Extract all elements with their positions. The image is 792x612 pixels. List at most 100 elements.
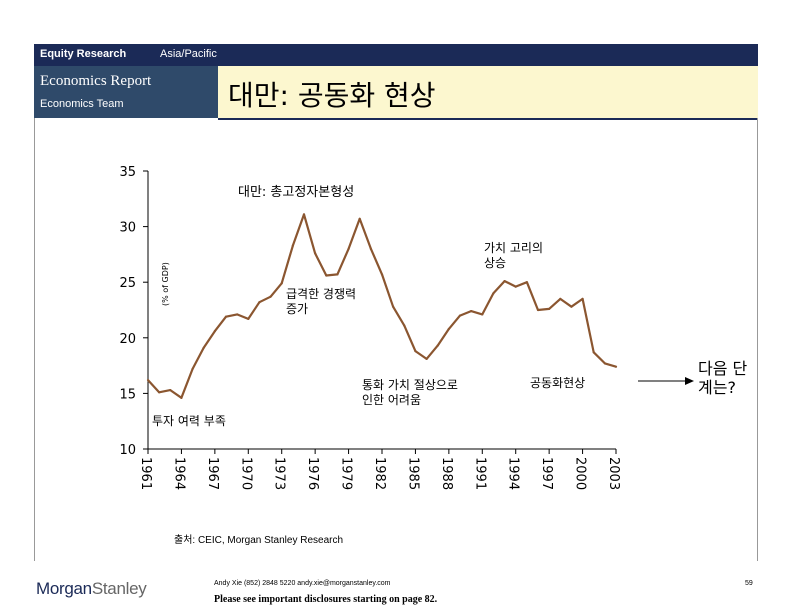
- x-tick-label: 1994: [506, 457, 521, 490]
- x-tick-label: 1964: [171, 457, 186, 490]
- x-tick-label: 2000: [573, 457, 588, 490]
- x-tick-label: 1976: [305, 457, 320, 490]
- y-tick-label: 20: [119, 332, 136, 347]
- data-point: [559, 297, 562, 300]
- x-tick-label: 1985: [405, 457, 420, 490]
- y-tick-label: 15: [119, 387, 136, 402]
- title-box: 대만: 공동화 현상: [218, 66, 758, 120]
- data-point: [403, 324, 406, 327]
- data-point: [503, 279, 506, 283]
- annotation-appreciation-line1: 통화 가치 절상으로: [362, 378, 458, 392]
- annotation-competitiveness-line2: 증가: [286, 302, 308, 316]
- section-label: Equity Research: [40, 48, 127, 60]
- y-tick-label: 25: [119, 276, 136, 291]
- x-tick-label: 1973: [272, 457, 287, 490]
- data-point: [158, 391, 161, 394]
- logo-morgan: Morgan: [36, 579, 92, 598]
- data-point: [325, 274, 328, 277]
- chart-title: 대만: 총고정자본형성: [238, 185, 354, 200]
- annotation-appreciation: 통화 가치 절상으로 인한 어려움: [362, 378, 462, 407]
- annotation-competitiveness: 급격한 경쟁력 증가: [286, 287, 360, 316]
- callout-next-step: 다음 단 계는?: [698, 359, 752, 397]
- content-frame: [34, 118, 758, 561]
- data-point: [536, 308, 540, 312]
- x-tick-label: 1982: [372, 457, 387, 490]
- data-point: [302, 213, 306, 216]
- data-point: [570, 305, 573, 308]
- report-info-box: Economics Report Economics Team: [34, 66, 218, 118]
- data-point: [180, 396, 183, 399]
- annotation-appreciation-line2: 인한 어려움: [362, 393, 421, 407]
- data-point: [347, 247, 350, 250]
- annotation-competitiveness-line1: 급격한 경쟁력: [286, 287, 356, 301]
- y-tick-label: 30: [119, 221, 136, 236]
- data-point: [269, 295, 272, 298]
- annotation-value-chain-line2: 상승: [484, 256, 506, 270]
- chart-marks: [146, 213, 618, 399]
- data-point: [224, 315, 228, 318]
- page-number: 59: [745, 580, 753, 587]
- data-point: [247, 317, 250, 320]
- callout-line2: 계는?: [698, 378, 736, 397]
- data-point: [291, 244, 294, 247]
- callout-line1: 다음 단: [698, 359, 748, 378]
- data-point: [314, 252, 317, 255]
- data-point: [380, 273, 384, 276]
- chart-axes: 10 15 20 25 30 35 1961 1964 1967 1970 1973 1976 1979…: [119, 165, 621, 490]
- data-point: [514, 285, 517, 288]
- data-point: [525, 281, 528, 284]
- x-tick-label: 1970: [238, 457, 253, 490]
- data-point: [425, 357, 428, 361]
- x-tick-label: 2003: [606, 457, 621, 490]
- analyst-contact: Andy Xie (852) 2848 5220 andy.xie@morgan…: [214, 580, 391, 587]
- data-point: [548, 307, 551, 310]
- x-tick-label: 1991: [472, 457, 487, 490]
- x-tick-label: 1997: [539, 457, 554, 490]
- data-point: [258, 301, 261, 304]
- data-point: [336, 273, 339, 276]
- data-point: [280, 282, 283, 285]
- callout-arrowhead: [685, 377, 694, 385]
- data-point: [369, 247, 372, 250]
- data-point: [592, 351, 595, 354]
- data-point: [458, 314, 462, 317]
- annotation-low-investment: 투자 여력 부족: [152, 414, 226, 428]
- data-point: [603, 362, 606, 365]
- header-bar: Equity Research Asia/Pacific: [34, 44, 758, 66]
- y-tick-label: 35: [119, 165, 136, 180]
- data-point: [236, 313, 239, 316]
- data-point: [202, 346, 205, 349]
- brand-logo: MorganStanley: [36, 579, 147, 599]
- data-point: [614, 365, 618, 368]
- data-point: [191, 367, 194, 371]
- slide-title: 대만: 공동화 현상: [228, 79, 436, 112]
- report-type: Economics Report: [40, 73, 152, 89]
- team-name: Economics Team: [40, 98, 124, 110]
- region-label: Asia/Pacific: [160, 48, 217, 60]
- source-note: 출처: CEIC, Morgan Stanley Research: [174, 535, 344, 546]
- x-tick-label: 1961: [138, 457, 153, 490]
- data-point: [447, 327, 450, 331]
- annotation-value-chain: 가치 고리의 상승: [484, 241, 547, 270]
- data-point: [481, 313, 484, 316]
- x-tick-label: 1979: [339, 457, 354, 490]
- data-point: [470, 310, 473, 313]
- data-point: [169, 388, 172, 392]
- x-tick-label: 1967: [205, 457, 220, 490]
- x-tick-label: 1988: [439, 457, 454, 490]
- data-point: [358, 217, 361, 220]
- y-axis-label: (% of GDP): [161, 262, 170, 306]
- data-point: [436, 344, 439, 347]
- data-point: [581, 297, 584, 300]
- disclosure-note: Please see important disclosures startin…: [214, 594, 438, 605]
- data-point: [146, 378, 150, 382]
- annotation-hollowing: 공동화현상: [530, 376, 585, 390]
- logo-stanley: Stanley: [91, 579, 147, 598]
- data-point: [213, 330, 216, 333]
- data-point: [392, 305, 395, 308]
- y-tick-label: 10: [119, 443, 136, 458]
- data-point: [492, 292, 495, 295]
- annotation-value-chain-line1: 가치 고리의: [484, 241, 543, 255]
- data-point: [414, 350, 417, 353]
